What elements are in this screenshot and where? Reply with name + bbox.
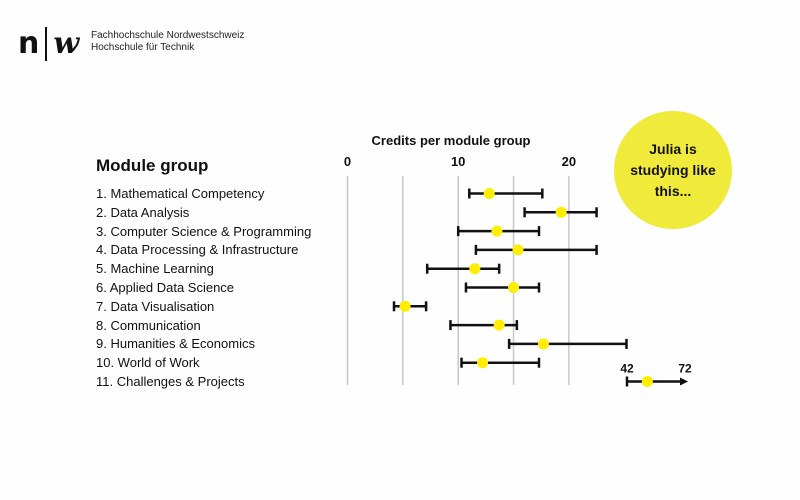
logo-divider bbox=[45, 27, 48, 61]
julia-dot bbox=[469, 263, 481, 275]
julia-dot bbox=[641, 376, 653, 387]
module-group-label: 10. World of Work bbox=[96, 355, 200, 371]
julia-dot bbox=[508, 282, 520, 293]
callout-text: Julia is studying like this... bbox=[630, 140, 716, 199]
julia-callout: Julia is studying like this... bbox=[614, 111, 732, 229]
fhnw-logo: n w bbox=[18, 27, 79, 61]
x-tick-label: 20 bbox=[562, 154, 576, 169]
range-min-label: 42 bbox=[620, 362, 634, 376]
module-group-label: 9. Humanities & Economics bbox=[96, 336, 255, 352]
module-group-label: 6. Applied Data Science bbox=[96, 280, 235, 295]
module-group-label: 1. Mathematical Competency bbox=[96, 186, 265, 201]
logo-letter-n: n bbox=[18, 26, 40, 61]
range-max-label: 72 bbox=[678, 362, 692, 376]
logo-letter-w: w bbox=[53, 26, 80, 61]
module-group-label: 4. Data Processing & Infrastructure bbox=[96, 242, 299, 258]
module-group-label: 2. Data Analysis bbox=[96, 204, 190, 220]
institution-name: Fachhochschule Nordwestschweiz Hochschul… bbox=[91, 30, 244, 54]
institution-line-1: Fachhochschule Nordwestschweiz bbox=[91, 30, 245, 41]
module-group-label: 3. Computer Science & Programming bbox=[96, 223, 312, 239]
julia-dot bbox=[512, 244, 524, 256]
module-group-header: Module group bbox=[96, 156, 209, 175]
x-tick-label: 10 bbox=[451, 154, 465, 169]
julia-dot bbox=[477, 357, 489, 369]
julia-dot bbox=[555, 206, 567, 218]
chart-title: Credits per module group bbox=[372, 133, 531, 148]
module-group-label: 7. Data Visualisation bbox=[96, 298, 215, 314]
module-group-label: 5. Machine Learning bbox=[96, 261, 214, 277]
module-group-label: 8. Communication bbox=[96, 317, 201, 333]
julia-dot bbox=[483, 188, 495, 199]
julia-dot bbox=[537, 338, 549, 350]
julia-dot bbox=[493, 319, 505, 331]
module-group-label: 11. Challenges & Projects bbox=[96, 374, 245, 389]
julia-dot bbox=[399, 300, 411, 312]
institution-line-2: Hochschule für Technik bbox=[91, 42, 195, 53]
julia-dot bbox=[491, 225, 503, 237]
x-tick-label: 0 bbox=[344, 154, 351, 169]
range-arrow bbox=[680, 377, 688, 386]
